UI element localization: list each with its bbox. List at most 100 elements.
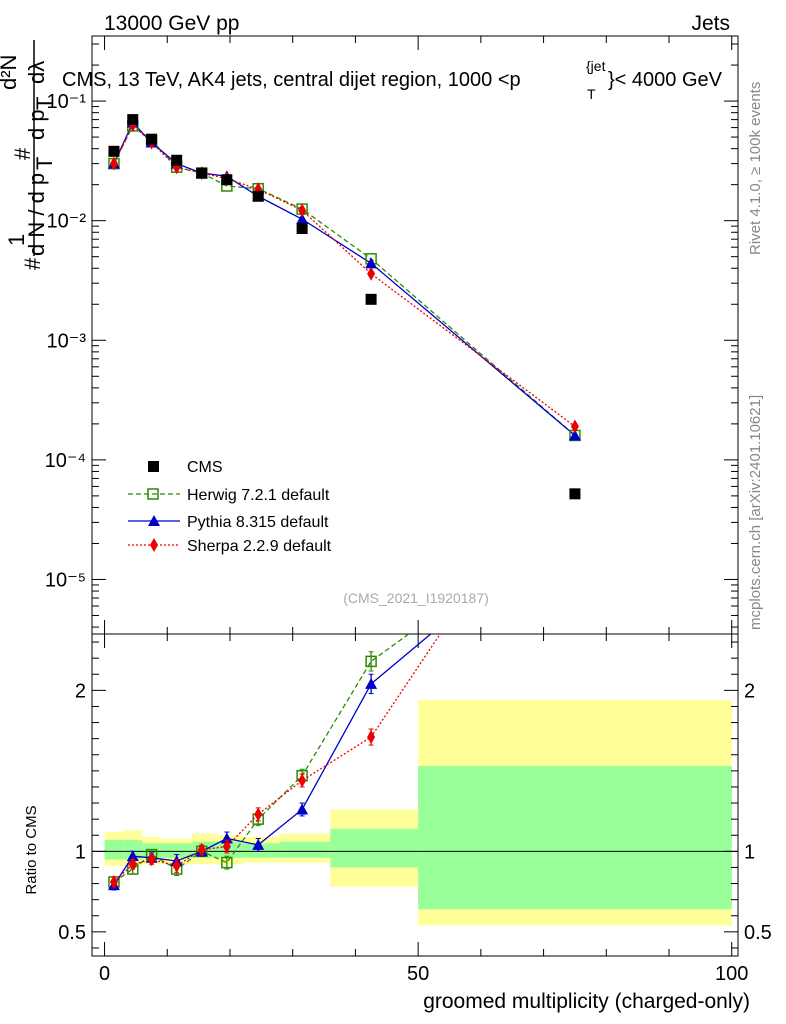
main-ytick-label-3: 10⁻² [47,211,87,233]
main-point-pythia [568,429,581,441]
ratio-point-pythia [569,507,581,518]
plot-title: CMS, 13 TeV, AK4 jets, central dijet reg… [62,58,723,102]
main-ytick-label-4: 10⁻¹ [47,91,87,113]
main-point-sherpa [298,203,307,218]
ratio-point-herwig [221,856,233,869]
main-ytick-label-1: 10⁻⁴ [45,450,86,472]
ylabel-dn: d N / d p [24,173,49,256]
legend-entry-herwig: Herwig 7.2.1 default [128,487,330,504]
ratio-plot-frame [91,633,739,957]
main-point-cms [196,167,208,179]
ratio-series [107,507,581,891]
ratio-point-pythia [365,677,378,689]
ratio-ytick-label-0: 0.5 [58,922,86,944]
ratio-ytick-label-1: 1 [75,841,86,863]
ratio-ytick-label-right-2: 2 [744,680,755,702]
legend-label-cms: CMS [187,459,223,476]
main-line-herwig [113,124,576,436]
main-point-cms [108,145,120,157]
main-point-cms [146,133,158,145]
main-point-cms [296,223,308,235]
ylabel-hash: # [20,257,45,270]
title-end: }< 4000 GeV [608,69,723,91]
analysis-watermark: (CMS_2021_I1920187) [343,590,489,606]
main-ytick-label-0: 10⁻⁵ [45,569,86,591]
ratio-point-sherpa [254,807,263,822]
green-band-9 [418,766,732,910]
ratio-point-sherpa [367,730,376,745]
legend-marker-herwig [147,488,159,500]
green-band-7 [280,841,331,858]
title-sup: {jet [586,58,606,74]
legend-entry-pythia: Pythia 8.315 default [128,514,329,531]
ratio-point-sherpa [298,773,307,788]
ylabel-den-sub: T [32,97,57,110]
legend: CMS Herwig 7.2.1 default Pythia 8.315 de… [128,459,332,555]
ratio-point-pythia [126,850,139,862]
legend-marker-cms [148,461,159,472]
main-point-cms [221,174,233,186]
y-axis-label: # 1 d N / d p T # d²N d p T dλ [0,40,57,270]
ratio-point-pythia [220,832,233,844]
main-point-cms [365,293,377,305]
green-band-0 [104,840,124,860]
green-band-5 [217,841,243,858]
main-point-cms [569,488,581,500]
rivet-label: Rivet 4.1.0, ≥ 100k events [747,82,764,255]
main-point-pythia [365,257,378,269]
ratio-line-sherpa [113,634,441,883]
ratio-point-herwig [365,655,377,668]
title-sub: T [587,86,596,102]
x-axis-label: groomed multiplicity (charged-only) [423,990,750,1013]
xtick-label-1: 50 [407,963,429,985]
main-line-sherpa [113,123,576,428]
green-band-3 [160,843,193,858]
main-line-pythia [113,121,576,436]
main-point-cms [127,114,139,126]
legend-marker-sherpa [150,538,158,552]
energy-label: 13000 GeV pp [104,12,239,35]
main-point-sherpa [570,419,579,434]
axis-ticks: 10⁻⁵ 10⁻⁴ 10⁻³ 10⁻² 10⁻¹ 0.5 0.5 1 1 2 2 0 50 100 [45,36,772,985]
mcplots-label: mcplots.cern.ch [arXiv:2401.10621] [747,395,764,630]
ratio-point-herwig [570,508,580,518]
title-main: CMS, 13 TeV, AK4 jets, central dijet reg… [62,69,521,91]
uncertainty-bands [104,700,732,926]
ratio-point-pythia [252,838,265,850]
ylabel-dn-sub: T [32,157,57,170]
ratio-point-sherpa [147,852,156,867]
ratio-point-sherpa [128,857,137,872]
legend-label-herwig: Herwig 7.2.1 default [187,487,330,504]
legend-label-sherpa: Sherpa 2.2.9 default [187,538,332,555]
green-band-8 [330,828,419,868]
main-point-sherpa [109,156,118,171]
main-point-sherpa [367,266,376,281]
main-point-cms [252,190,264,202]
legend-entry-cms: CMS [148,459,223,476]
ylabel-one: 1 [4,234,29,246]
ratio-ytick-label-right-1: 1 [744,841,755,863]
observable-label: Jets [691,12,730,35]
data-series [107,114,581,891]
ratio-point-pythia [296,803,309,815]
ratio-point-sherpa [197,842,206,857]
ratio-point-sherpa [172,858,181,873]
ratio-ytick-label-right-0: 0.5 [744,922,772,944]
ylabel-hash2: # [10,147,35,160]
ratio-point-sherpa [109,874,118,889]
ylabel-num: d²N [0,55,21,90]
legend-marker-pythia [148,515,160,526]
ratio-y-axis-label: Ratio to CMS [23,805,40,894]
green-band-6 [242,843,281,858]
ylabel-den: d p [24,109,49,140]
ylabel-den-end: dλ [24,61,49,84]
legend-label-pythia: Pythia 8.315 default [187,514,329,531]
main-point-pythia [296,213,309,225]
legend-entry-sherpa: Sherpa 2.2.9 default [128,538,332,555]
ratio-ytick-label-2: 2 [75,680,86,702]
ratio-point-sherpa [222,839,231,854]
ratio-line-pythia [113,634,432,886]
main-ytick-label-2: 10⁻³ [47,330,87,352]
main-point-cms [171,154,183,166]
